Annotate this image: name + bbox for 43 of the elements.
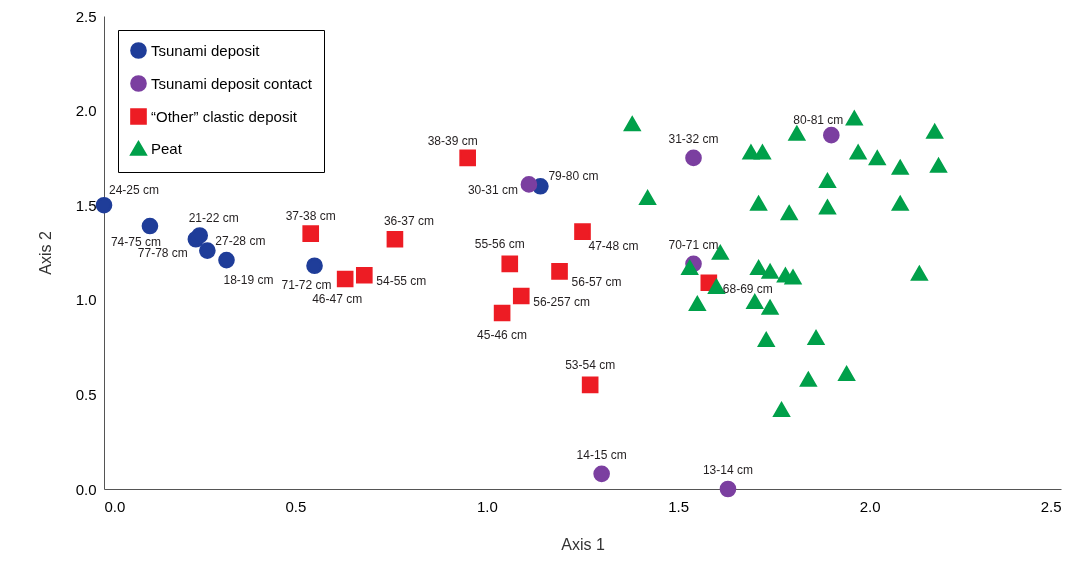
annotation: 70-71 cm: [668, 237, 719, 252]
legend-label: “Other” clastic deposit: [151, 107, 298, 125]
annotation: 24-25 cm: [109, 183, 160, 198]
y-tick-label: 2.0: [75, 102, 97, 120]
annotation: 71-72 cm: [281, 277, 332, 292]
annotation: 31-32 cm: [668, 131, 719, 146]
annotation: 68-69 cm: [722, 281, 773, 296]
y-tick-label: 2.5: [75, 7, 97, 25]
x-tick-label: 0.5: [285, 497, 307, 515]
x-axis-title: Axis 1: [561, 535, 605, 553]
annotation: 54-55 cm: [376, 274, 427, 289]
annotation: 79-80 cm: [548, 169, 599, 184]
annotation: 46-47 cm: [312, 291, 363, 306]
annotation: 21-22 cm: [188, 211, 239, 226]
legend-label: Tsunami deposit: [151, 41, 261, 59]
annotation: 56-57 cm: [571, 275, 622, 290]
annotation: 14-15 cm: [576, 447, 627, 462]
annotation: 55-56 cm: [474, 236, 525, 251]
legend-label: Tsunami deposit contact: [151, 74, 313, 92]
annotation: 38-39 cm: [427, 133, 478, 148]
x-tick-label: 2.5: [1040, 497, 1062, 515]
y-tick-label: 0.5: [75, 385, 97, 403]
x-tick-label: 1.5: [668, 497, 690, 515]
annotation: 47-48 cm: [588, 238, 639, 253]
y-tick-label: 1.0: [75, 291, 97, 309]
annotation: 30-31 cm: [467, 183, 518, 198]
annotation: 36-37 cm: [383, 214, 434, 229]
annotation: 45-46 cm: [477, 328, 528, 343]
annotation: 18-19 cm: [223, 273, 274, 288]
annotation: 13-14 cm: [702, 463, 753, 477]
annotation: 37-38 cm: [285, 208, 336, 223]
y-tick-label: 1.5: [75, 196, 97, 214]
x-tick-label: 2.0: [859, 497, 881, 515]
legend-label: Peat: [151, 139, 183, 157]
x-tick-label: 0.0: [104, 497, 126, 515]
annotation: 77-78 cm: [137, 246, 188, 261]
annotation: 56-257 cm: [533, 295, 590, 310]
annotation: 27-28 cm: [215, 233, 266, 248]
annotation: 53-54 cm: [565, 357, 616, 372]
y-tick-label: 0.0: [75, 480, 97, 498]
x-tick-label: 1.0: [476, 497, 498, 515]
annotation: 80-81 cm: [793, 113, 844, 128]
y-axis-title: Axis 2: [36, 231, 54, 275]
